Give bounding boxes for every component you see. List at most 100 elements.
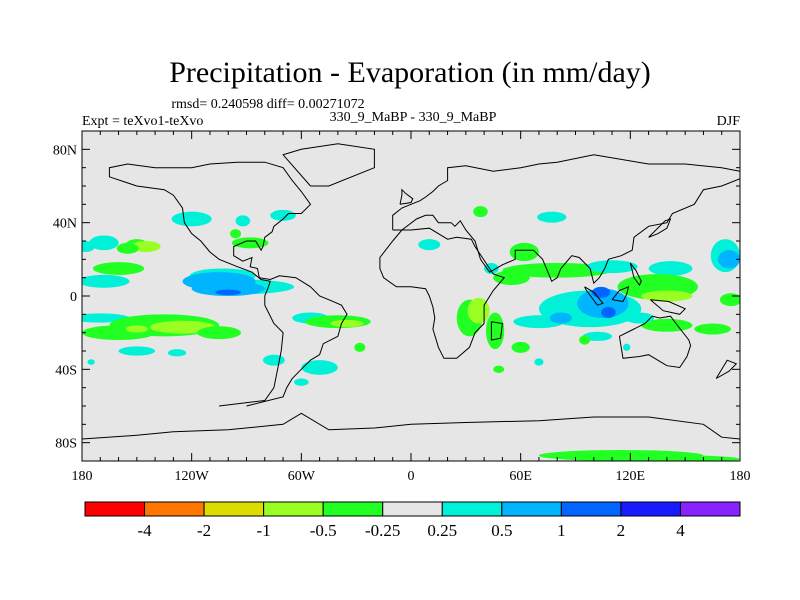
field-region-25	[330, 319, 364, 328]
field-region-27	[167, 349, 187, 357]
field-region-56	[549, 312, 572, 324]
field-region-35	[537, 211, 567, 223]
coastline-5	[584, 286, 604, 306]
colorbar-swatch-7	[501, 501, 562, 517]
field-region-42	[502, 263, 613, 278]
field-region-31	[354, 342, 366, 352]
field-region-32	[87, 359, 95, 365]
field-region-10	[171, 211, 212, 227]
field-region-21	[197, 326, 242, 340]
coastline-9	[629, 262, 642, 286]
x-tick-label: 180	[730, 469, 751, 484]
field-region-11	[235, 215, 251, 227]
field-region-41	[511, 341, 530, 353]
colorbar-swatch-9	[620, 501, 681, 517]
colorbar-swatch-1	[144, 501, 205, 517]
colorbar-label-3: -0.5	[310, 521, 337, 540]
colorbar-label-9: 4	[676, 521, 685, 540]
y-tick-label: 80N	[53, 143, 77, 158]
field-region-26	[118, 346, 156, 356]
field-region-40	[485, 312, 505, 350]
case-label: 330_9_MaBP - 330_9_MaBP	[330, 110, 497, 125]
field-region-50	[719, 293, 740, 307]
coastline-13	[715, 359, 738, 379]
x-tick-label: 60W	[288, 469, 316, 484]
field-region-63	[534, 358, 544, 366]
season-label: DJF	[717, 114, 741, 129]
field-region-12	[230, 229, 242, 239]
field-region-44	[586, 260, 638, 274]
x-tick-label: 60E	[509, 469, 532, 484]
colorbar-swatch-10	[679, 501, 741, 517]
field-region-3	[191, 281, 265, 296]
field-region-13	[270, 209, 296, 221]
y-tick-label: 0	[70, 290, 77, 305]
field-region-33	[418, 239, 441, 251]
axes: 180 120W 60W 0 60E 120E 180 80N 40N 0 40S 80S	[53, 131, 751, 484]
colorbar-swatch-3	[263, 501, 324, 517]
colorbar-label-1: -2	[197, 521, 211, 540]
colorbar-label-2: -1	[257, 521, 271, 540]
field-region-60	[582, 331, 613, 341]
colorbar-swatch-8	[560, 501, 622, 517]
colorbar-swatch-5	[382, 501, 443, 517]
field-region-45	[648, 261, 693, 276]
x-tick-label: 120W	[175, 469, 210, 484]
x-tick-label: 0	[408, 469, 415, 484]
coastline-10	[490, 321, 503, 341]
colorbar-swatch-4	[322, 501, 384, 517]
coastline-4	[82, 412, 740, 440]
field-region-8	[116, 242, 139, 254]
colorbar-label-4: -0.25	[365, 521, 400, 540]
field-region-9	[82, 241, 95, 252]
field-region-54	[601, 307, 616, 318]
colorbar-swatch-2	[203, 501, 265, 517]
field-region-58	[694, 323, 731, 335]
field-contours	[82, 206, 740, 461]
colorbar-swatch-0	[84, 501, 146, 517]
coastlines	[82, 143, 740, 440]
colorbar-label-5: 0.25	[427, 521, 457, 540]
field-region-5	[89, 235, 119, 251]
field-region-59	[624, 312, 655, 324]
coastline-3	[618, 315, 692, 369]
colorbar-swatch-6	[441, 501, 503, 517]
field-region-30	[294, 378, 309, 386]
field-region-64	[493, 365, 505, 374]
map-area	[81, 130, 741, 462]
field-region-53	[591, 286, 611, 298]
field-region-36	[509, 242, 539, 262]
field-region-47	[641, 290, 693, 302]
colorbar: -4 -2 -1 -0.5 -0.25 0.25 0.5 1 2 4	[84, 501, 741, 540]
y-tick-label: 40S	[55, 363, 77, 378]
coastline-12	[399, 188, 414, 205]
x-tick-label: 120E	[616, 469, 646, 484]
coastline-11	[282, 143, 375, 187]
coastline-7	[650, 299, 687, 315]
x-tick-label: 180	[72, 469, 93, 484]
y-tick-label: 40N	[53, 217, 77, 232]
y-tick-label: 80S	[55, 437, 77, 452]
colorbar-label-6: 0.5	[491, 521, 512, 540]
field-region-43	[493, 270, 530, 285]
coastline-8	[648, 218, 672, 238]
field-region-49	[718, 250, 740, 269]
field-region-34	[473, 206, 488, 218]
field-region-14	[231, 237, 269, 249]
field-region-22	[125, 325, 148, 333]
coastline-0	[108, 161, 348, 407]
field-region-16	[92, 262, 145, 275]
colorbar-label-7: 1	[557, 521, 566, 540]
chart-title: Precipitation - Evaporation (in mm/day)	[169, 56, 651, 89]
field-region-61	[623, 343, 631, 352]
field-region-15	[82, 274, 130, 288]
field-region-62	[579, 335, 591, 345]
field-region-28	[262, 354, 285, 366]
field-region-4	[215, 289, 242, 296]
coastline-1	[379, 227, 506, 359]
experiment-label: Expt = teXvo1-teXvo	[82, 114, 203, 129]
colorbar-label-8: 2	[617, 521, 626, 540]
coastline-6	[611, 285, 630, 303]
coastline-2	[392, 154, 740, 285]
